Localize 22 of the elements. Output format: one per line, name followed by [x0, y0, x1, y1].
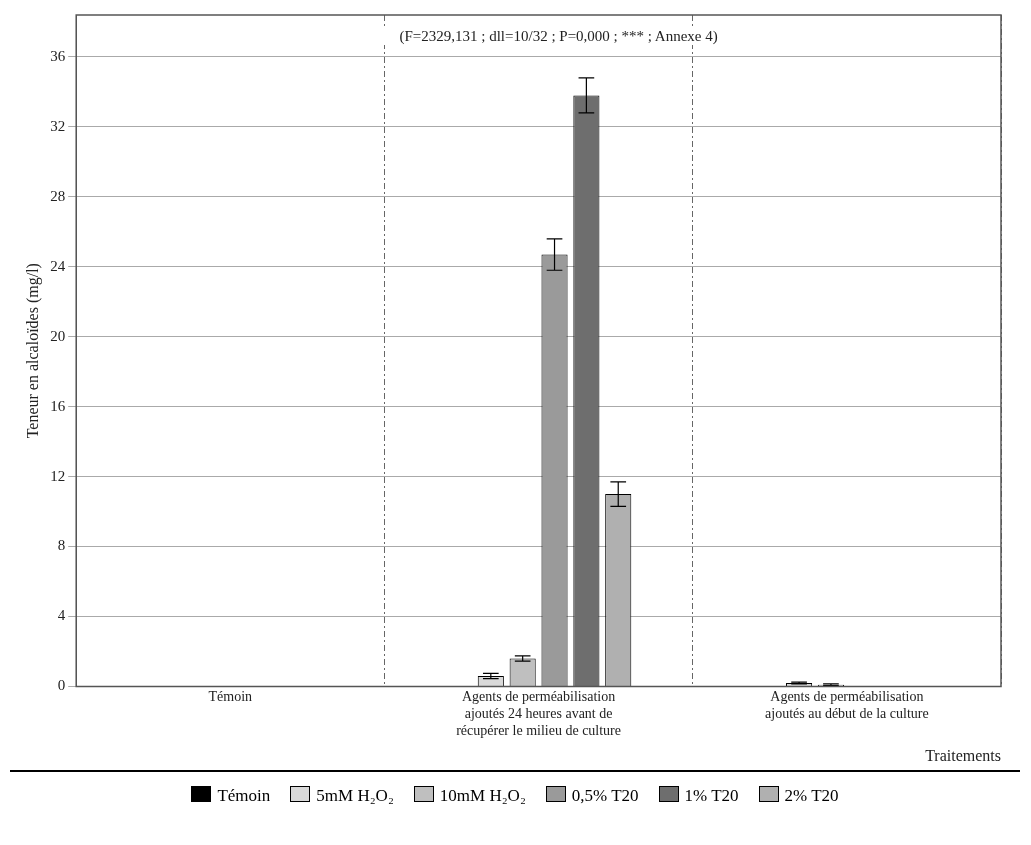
legend-label: 0,5% T20: [571, 786, 639, 805]
legend-label: 1% T20: [684, 786, 739, 805]
legend-label: 10mM H₂O₂: [439, 786, 526, 805]
y-tick-label: 28: [50, 187, 66, 204]
x-tick-label: Agents de perméabilisation ajoutés 24 heures avant de récupérer le milieu de culture: [456, 689, 622, 739]
y-tick-label: 24: [50, 257, 66, 274]
annotation: (F=2329,131 ; dll=10/32 ; P=0,000 ; *** ; Annexe 4): [399, 28, 718, 45]
x-tick-label: Agents de perméabilisation ajoutés au début de la culture: [765, 689, 929, 722]
y-tick-label: 0: [57, 677, 66, 694]
y-tick-label: 4: [57, 607, 66, 624]
y-tick-label: 12: [50, 467, 66, 484]
legend-label: 5mM H₂O₂: [316, 786, 394, 805]
x-axis-title: Traitements: [925, 746, 1001, 764]
y-axis-title: Teneur en alcaloïdes (mg/l): [23, 263, 42, 439]
y-tick-label: 16: [50, 397, 66, 414]
y-tick-label: 8: [57, 537, 66, 554]
legend-label: 2% T20: [784, 786, 839, 805]
y-tick-label: 20: [50, 327, 66, 344]
y-tick-label: 32: [50, 117, 66, 134]
legend-label: Témoin: [217, 786, 271, 805]
y-tick-label: 36: [50, 47, 66, 64]
x-tick-label: Témoin: [208, 689, 253, 705]
